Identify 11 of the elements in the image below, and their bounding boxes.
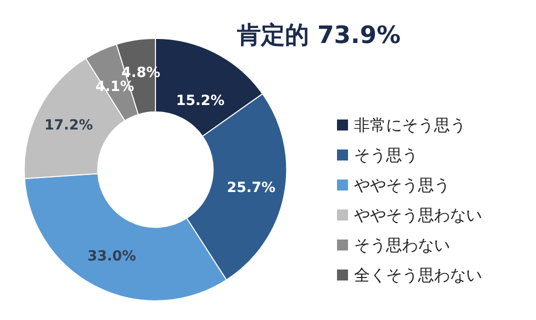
legend-label: そう思う bbox=[354, 146, 418, 164]
data-label: 33.0% bbox=[87, 248, 136, 265]
legend-label: 非常にそう思う bbox=[354, 116, 466, 134]
legend-label: ややそう思わない bbox=[354, 206, 482, 224]
data-label: 25.7% bbox=[226, 180, 276, 196]
data-label: 15.2% bbox=[176, 93, 225, 110]
chart-title: 肯定的 73.9% bbox=[236, 21, 401, 49]
data-label: 17.2% bbox=[44, 117, 93, 134]
legend-label: 全くそう思わない bbox=[354, 266, 482, 284]
legend-label: ややそう思う bbox=[354, 176, 450, 194]
legend-label: そう思わない bbox=[354, 236, 450, 254]
